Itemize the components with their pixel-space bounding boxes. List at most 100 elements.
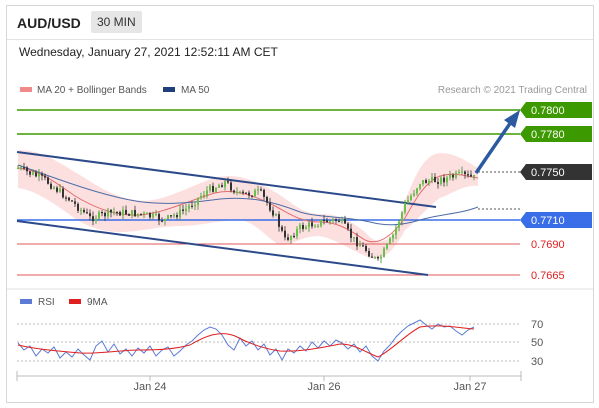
candle-body <box>50 183 52 189</box>
rsi-scale-50: 50 <box>531 337 543 349</box>
legend-swatch-ma50 <box>163 87 175 92</box>
legend-label-rsi: RSI <box>38 297 55 308</box>
x-axis-label-jan26: Jan 26 <box>307 381 340 393</box>
candle-body <box>143 212 145 215</box>
candle-body <box>233 190 235 193</box>
candle-body <box>341 219 343 222</box>
candle-body <box>365 245 367 251</box>
candle-body <box>191 205 193 207</box>
candle-body <box>128 214 130 216</box>
candle-body <box>104 212 106 217</box>
rsi-9ma-line <box>17 325 475 358</box>
candle-body <box>272 210 274 216</box>
candle-body <box>242 191 244 193</box>
candle-body <box>278 214 280 227</box>
forecast-arrow-head <box>504 110 520 128</box>
price-label-0-7665: 0.7665 <box>531 270 565 282</box>
candle-body <box>458 172 460 174</box>
candle-body <box>452 174 454 178</box>
candle-body <box>311 222 313 227</box>
candle-body <box>29 171 31 175</box>
ma20-line <box>17 167 479 243</box>
candle-body <box>56 187 58 192</box>
candle-body <box>332 219 334 221</box>
candle-body <box>86 212 88 214</box>
candle-body <box>302 225 304 230</box>
candle-body <box>113 211 115 214</box>
candle-body <box>395 227 397 235</box>
candle-body <box>236 191 238 193</box>
price-label-text-0-7800: 0.7800 <box>531 105 565 117</box>
candle-body <box>425 180 427 184</box>
candle-body <box>161 220 163 222</box>
candle-body <box>140 213 142 215</box>
candle-body <box>221 185 223 188</box>
candle-body <box>206 190 208 195</box>
candle-body <box>197 197 199 205</box>
candle-body <box>77 203 79 211</box>
candle-body <box>326 220 328 223</box>
candle-body <box>188 205 190 209</box>
candle-body <box>281 226 283 231</box>
candle-body <box>389 238 391 244</box>
price-label-0-7800: 0.7800 <box>520 102 592 118</box>
channel-lower-line <box>16 220 429 276</box>
candle-body <box>107 209 109 217</box>
candle-body <box>431 176 433 181</box>
price-label-0-7780: 0.7780 <box>520 126 592 142</box>
candle-body <box>110 209 112 213</box>
candle-body <box>347 223 349 229</box>
candle-body <box>464 171 466 175</box>
candle-body <box>218 185 220 188</box>
candle-body <box>32 172 34 175</box>
candle-body <box>152 214 154 218</box>
candle-body <box>374 257 376 259</box>
candle-body <box>164 218 166 221</box>
candle-body <box>335 219 337 221</box>
legend-swatch-bollinger <box>20 87 32 92</box>
candle-body <box>116 211 118 214</box>
forecast-arrow-shaft <box>474 121 513 174</box>
candle-body <box>371 256 373 258</box>
bollinger-band-right <box>405 153 478 230</box>
candle-body <box>131 210 133 216</box>
candle-body <box>470 174 472 177</box>
candle-body <box>344 219 346 224</box>
chart-header: AUD/USD 30 MIN <box>7 6 593 40</box>
candle-body <box>38 173 40 177</box>
candle-body <box>443 177 445 183</box>
channel-upper-line <box>16 151 437 208</box>
candle-body <box>380 257 382 259</box>
candle-body <box>320 219 322 226</box>
candle-body <box>224 181 226 188</box>
candle-body <box>257 189 259 191</box>
candle-body <box>404 203 406 213</box>
candle-body <box>353 237 355 239</box>
candle-body <box>407 200 409 204</box>
candle-body <box>80 209 82 212</box>
candle-body <box>308 222 310 227</box>
candle-body <box>392 234 394 239</box>
candle-body <box>428 181 430 184</box>
candle-body <box>287 237 289 240</box>
candle-body <box>383 248 385 258</box>
candle-body <box>299 225 301 230</box>
candle-body <box>71 200 73 202</box>
chart-datetime: Wednesday, January 27, 2021 12:52:11 AM … <box>19 45 278 59</box>
candle-body <box>446 177 448 183</box>
candle-body <box>260 189 262 191</box>
candle-body <box>35 172 37 177</box>
candle-body <box>323 219 325 221</box>
candle-body <box>137 213 139 217</box>
candle-body <box>338 221 340 223</box>
candle-body <box>251 195 253 197</box>
candle-body <box>170 215 172 217</box>
candle-body <box>167 215 169 219</box>
candle-body <box>83 209 85 213</box>
timeframe-badge[interactable]: 30 MIN <box>91 11 142 33</box>
candle-body <box>290 235 292 240</box>
candle-body <box>275 214 277 216</box>
candle-body <box>293 235 295 238</box>
candle-body <box>92 216 94 222</box>
